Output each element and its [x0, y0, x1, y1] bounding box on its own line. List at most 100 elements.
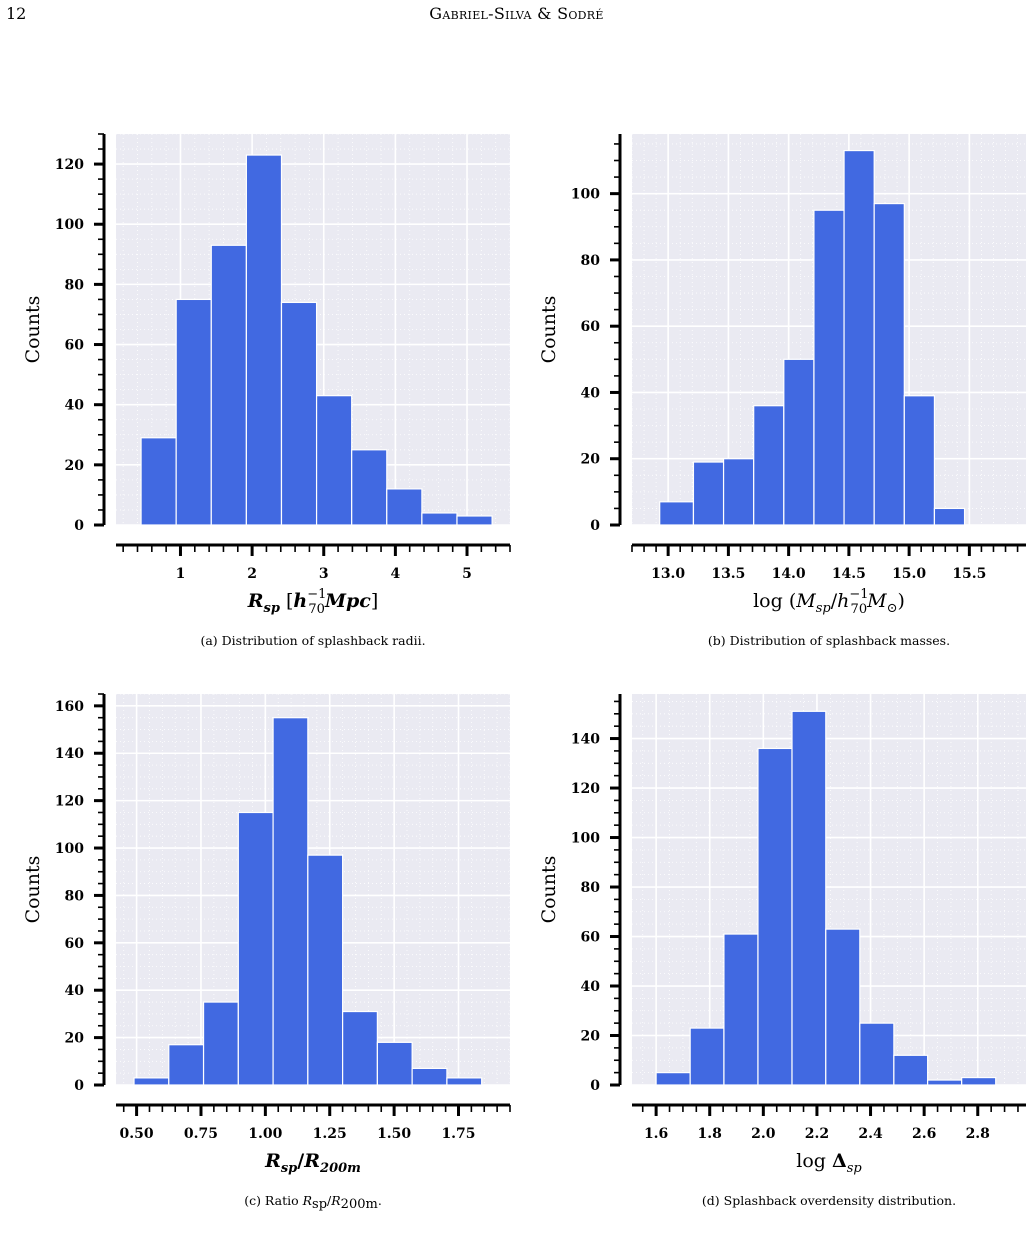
x-tick-label: 1.50	[377, 1126, 411, 1142]
bars	[133, 717, 483, 1086]
figure-caption: (a) Distribution of splashback radii.	[200, 633, 425, 648]
histogram-bar	[351, 449, 388, 526]
y-tick-label: 60	[65, 936, 85, 952]
y-tick-label: 60	[581, 319, 601, 335]
histogram-bar	[411, 1067, 448, 1086]
y-axis-label: Counts	[22, 296, 44, 364]
y-tick-label: 20	[581, 452, 601, 468]
histogram-bar	[237, 811, 274, 1086]
x-tick-label: 15.5	[952, 566, 986, 582]
y-tick-label: 120	[571, 781, 600, 797]
histogram-bar	[753, 405, 785, 526]
histogram-bar	[723, 933, 759, 1086]
x-tick-label: 14.0	[772, 566, 806, 582]
x-tick-label: 1.00	[248, 1126, 282, 1142]
y-tick-label: 40	[65, 398, 85, 414]
x-tick-label: 13.0	[651, 566, 685, 582]
histogram-bar	[315, 395, 353, 526]
histogram-bar	[202, 1001, 239, 1086]
panel-c: 0 20 40 60 80 100 120 140 160 0.50 0.75 1.00 1.25 1.5…	[0, 680, 516, 1240]
histogram-bar	[280, 301, 318, 526]
histogram-bar	[933, 507, 966, 526]
histogram-bar	[825, 928, 861, 1086]
x-tick-label: 2.4	[858, 1126, 883, 1142]
x-axis-label: Rsp [h−1 70Mpc]	[247, 587, 379, 617]
figure-caption: (d) Splashback overdensity distribution.	[702, 1193, 956, 1208]
y-tick-label: 140	[571, 732, 600, 748]
x-tick-label: 1.25	[313, 1126, 347, 1142]
y-axis-label: Counts	[22, 856, 44, 924]
histogram-bar	[903, 395, 936, 526]
panel-a: 0 20 40 60 80 100 120 1 2 3 4 5 Counts Rsp [h−1 70Mpc]…	[0, 120, 516, 680]
histogram-bar	[927, 1079, 963, 1086]
histogram-bar	[421, 512, 458, 526]
x-tick-label: 1	[176, 566, 186, 582]
figure-caption: (b) Distribution of splashback masses.	[708, 633, 950, 648]
histogram-bar	[376, 1041, 413, 1086]
y-tick-label: 160	[55, 699, 84, 715]
y-tick-label: 60	[65, 338, 85, 354]
histogram-bar	[757, 747, 793, 1086]
histogram-c: 0 20 40 60 80 100 120 140 160 0.50 0.75 1.00 1.25 1.5…	[22, 693, 511, 1212]
y-tick-label: 100	[55, 217, 84, 233]
running-head-text: Gabriel-Silva & Sodré	[429, 4, 604, 23]
figure-caption: (c) Ratio Rsp/R200m.	[244, 1193, 382, 1212]
running-head: Gabriel-Silva & Sodré	[0, 4, 1033, 23]
x-axis-label: Rsp/R200m	[264, 1150, 361, 1176]
histogram-bar	[272, 717, 309, 1086]
x-tick-label: 2.8	[966, 1126, 990, 1142]
y-tick-label: 80	[581, 253, 601, 269]
y-tick-label: 0	[590, 1078, 600, 1094]
y-tick-label: 100	[571, 187, 600, 203]
histogram-bar	[791, 710, 827, 1086]
x-tick-label: 0.50	[120, 1126, 154, 1142]
histogram-bar	[961, 1076, 997, 1086]
y-tick-label: 120	[55, 157, 84, 173]
y-axis-label: Counts	[538, 856, 560, 924]
x-tick-label: 2	[247, 566, 257, 582]
page-number: 12	[6, 4, 27, 23]
histogram-bar	[783, 358, 815, 526]
histogram-d: 0 20 40 60 80 100 120 140 1.6 1.8 2.0 2.2 2.4 2.6 2.8 C…	[538, 694, 1026, 1208]
histogram-bar	[813, 209, 845, 526]
x-tick-label: 0.75	[184, 1126, 218, 1142]
histogram-bar	[175, 298, 212, 526]
x-tick-label: 5	[462, 566, 472, 582]
x-tick-label: 14.5	[832, 566, 866, 582]
y-tick-label: 120	[55, 794, 84, 810]
histogram-bar	[893, 1054, 929, 1086]
y-tick-label: 20	[65, 1031, 85, 1047]
histogram-bar	[873, 202, 905, 526]
histogram-bar	[659, 501, 695, 526]
y-tick-label: 100	[55, 841, 84, 857]
y-axis-label: Counts	[538, 296, 560, 364]
histogram-a: 0 20 40 60 80 100 120 1 2 3 4 5 Counts Rsp [h−1 70Mpc]…	[22, 133, 511, 648]
x-axis-label: log (Msp/h−1 70M⊙)	[753, 587, 905, 617]
histogram-bar	[655, 1072, 691, 1086]
histogram-bar	[210, 244, 247, 526]
x-tick-label: 2.6	[912, 1126, 936, 1142]
y-tick-label: 20	[65, 458, 85, 474]
histogram-bar	[140, 437, 177, 526]
y-tick-label: 100	[571, 831, 600, 847]
y-tick-label: 0	[590, 518, 600, 534]
x-tick-label: 15.0	[892, 566, 926, 582]
x-tick-label: 2.2	[805, 1126, 829, 1142]
histogram-bar	[446, 1077, 483, 1086]
bars	[655, 710, 997, 1086]
histogram-bar	[307, 854, 344, 1086]
y-tick-label: 60	[581, 930, 601, 946]
histogram-bar	[386, 488, 423, 526]
y-tick-label: 0	[74, 518, 84, 534]
y-tick-label: 80	[65, 277, 85, 293]
x-tick-label: 1.8	[698, 1126, 722, 1142]
histogram-bar	[692, 461, 725, 526]
histogram-bar	[168, 1044, 205, 1086]
y-tick-label: 40	[581, 385, 601, 401]
y-tick-label: 80	[581, 880, 601, 896]
histogram-bar	[245, 154, 283, 526]
x-axis-label: log Δsp	[796, 1150, 862, 1176]
panel-d: 0 20 40 60 80 100 120 140 1.6 1.8 2.0 2.2 2.4 2.6 2.8 C…	[516, 680, 1032, 1240]
x-tick-label: 13.5	[711, 566, 745, 582]
histogram-b: 0 20 40 60 80 100 13.0 13.5 14.0 14.5 15.0 15.5 Coun…	[538, 134, 1026, 648]
